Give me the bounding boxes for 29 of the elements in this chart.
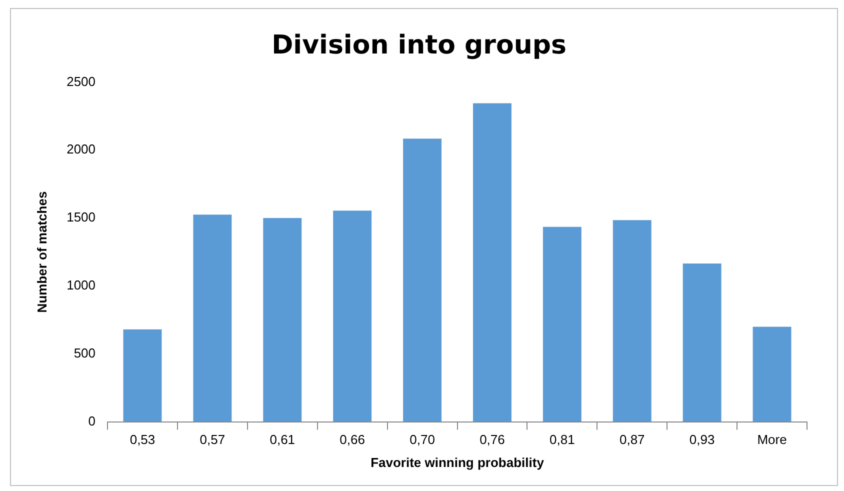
x-tick-label: 0,61 bbox=[270, 432, 296, 448]
x-tick-label: 0,70 bbox=[410, 432, 435, 448]
bar bbox=[333, 210, 372, 422]
y-tick-label: 2000 bbox=[66, 142, 96, 157]
x-tick-label: 0,57 bbox=[200, 432, 226, 448]
x-tick-label: 0,66 bbox=[340, 432, 365, 448]
x-tick-label: 0,76 bbox=[480, 432, 505, 448]
x-axis-title: Favorite winning probability bbox=[370, 454, 545, 470]
y-tick-label: 2500 bbox=[66, 74, 96, 89]
y-tick-label: 500 bbox=[74, 345, 96, 360]
y-tick-label: 1000 bbox=[66, 278, 96, 293]
bar bbox=[123, 329, 162, 422]
chart-title: Division into groups bbox=[272, 30, 566, 60]
bar bbox=[542, 226, 582, 422]
bar bbox=[263, 218, 302, 422]
bar bbox=[473, 103, 512, 422]
x-tick-label: 0,53 bbox=[130, 432, 156, 448]
x-tick-label: More bbox=[757, 432, 787, 448]
x-tick-label: 0,87 bbox=[619, 432, 645, 448]
bar bbox=[403, 138, 442, 422]
bar bbox=[193, 214, 232, 422]
x-tick-label: 0,81 bbox=[550, 432, 575, 448]
bar bbox=[612, 220, 652, 422]
x-tick-label: 0,93 bbox=[689, 432, 715, 448]
y-axis-title: Number of matches bbox=[34, 191, 50, 313]
bar bbox=[682, 264, 722, 422]
y-tick-label: 1500 bbox=[66, 210, 96, 225]
bar bbox=[752, 326, 792, 422]
y-tick-label: 0 bbox=[88, 413, 96, 428]
